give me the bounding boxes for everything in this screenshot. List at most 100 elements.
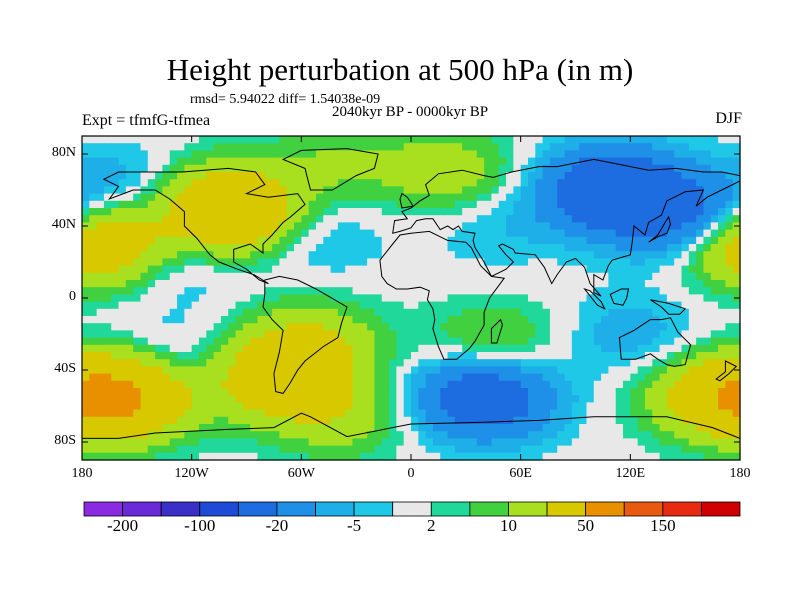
field-cell	[220, 136, 229, 144]
field-cell	[389, 431, 397, 439]
field-cell	[118, 157, 127, 166]
field-cell	[381, 344, 390, 353]
field-cell	[257, 280, 266, 288]
field-cell	[696, 208, 705, 216]
field-cell	[389, 150, 397, 159]
coastline-africa	[379, 230, 506, 360]
field-cell	[469, 186, 478, 195]
field-cell	[118, 337, 127, 346]
field-cell	[425, 172, 434, 180]
field-cell	[374, 431, 383, 439]
field-cell	[242, 200, 251, 209]
field-cell	[140, 244, 149, 252]
field-cell	[162, 294, 171, 303]
field-cell	[440, 380, 449, 389]
field-cell	[228, 323, 237, 331]
field-cell	[272, 164, 280, 173]
field-cell	[535, 380, 544, 389]
field-cell	[630, 395, 639, 403]
field-cell	[359, 222, 368, 231]
field-cell	[133, 172, 142, 180]
field-cell	[103, 316, 112, 324]
field-cell	[476, 258, 485, 267]
field-cell	[330, 150, 339, 159]
field-cell	[235, 172, 244, 180]
field-cell	[513, 316, 522, 324]
field-cell	[674, 251, 683, 259]
field-cell	[242, 388, 251, 396]
field-cell	[564, 445, 573, 454]
field-cell	[345, 172, 354, 180]
field-cell	[257, 337, 266, 346]
field-cell	[688, 150, 697, 159]
field-cell	[666, 445, 675, 454]
field-cell	[359, 186, 368, 195]
field-cell	[177, 344, 185, 353]
field-cell	[301, 402, 310, 411]
field-cell	[118, 445, 127, 454]
field-cell	[89, 143, 98, 151]
field-cell	[593, 164, 602, 173]
field-cell	[184, 150, 193, 159]
field-cell	[666, 136, 675, 144]
field-cell	[659, 294, 668, 303]
field-cell	[228, 172, 237, 180]
field-cell	[147, 330, 156, 339]
field-cell	[462, 265, 471, 274]
field-cell	[96, 445, 105, 454]
field-cell	[352, 258, 361, 267]
field-cell	[732, 272, 741, 281]
field-cell	[111, 229, 120, 238]
field-cell	[96, 416, 105, 425]
field-cell	[579, 258, 588, 267]
field-cell	[557, 431, 566, 439]
field-cell	[235, 445, 244, 454]
field-cell	[206, 316, 215, 324]
field-cell	[352, 344, 361, 353]
field-cell	[242, 373, 251, 382]
field-cell	[579, 452, 588, 461]
field-cell	[191, 229, 200, 238]
field-cell	[513, 272, 522, 281]
field-cell	[710, 229, 719, 238]
field-cell	[191, 452, 200, 461]
field-cell	[527, 402, 536, 411]
field-cell	[264, 258, 273, 267]
field-cell	[177, 445, 185, 454]
field-cell	[272, 330, 280, 339]
field-cell	[235, 150, 244, 159]
field-cell	[82, 352, 90, 360]
field-cell	[279, 395, 288, 403]
field-cell	[308, 200, 317, 209]
field-cell	[220, 409, 229, 418]
field-cell	[564, 280, 573, 288]
field-cell	[535, 344, 544, 353]
field-cell	[184, 452, 193, 461]
field-cell	[242, 179, 251, 187]
field-cell	[462, 287, 471, 295]
field-cell	[527, 244, 536, 252]
field-cell	[315, 265, 324, 274]
field-cell	[579, 193, 588, 202]
field-cell	[549, 244, 558, 252]
field-cell	[177, 431, 185, 439]
field-cell	[250, 280, 259, 288]
field-cell	[652, 366, 661, 375]
field-cell	[155, 316, 164, 324]
field-cell	[147, 359, 156, 367]
field-cell	[535, 186, 544, 195]
colorbar-swatch	[315, 501, 355, 517]
field-cell	[681, 193, 690, 202]
field-cell	[498, 164, 507, 173]
field-cell	[323, 272, 332, 281]
field-cell	[315, 395, 324, 403]
field-cell	[330, 402, 339, 411]
field-cell	[279, 452, 288, 461]
field-cell	[403, 323, 412, 331]
field-cell	[454, 409, 463, 418]
field-cell	[579, 352, 588, 360]
field-cell	[688, 136, 697, 144]
field-cell	[703, 172, 712, 180]
field-cell	[674, 265, 683, 274]
field-cell	[666, 388, 675, 396]
